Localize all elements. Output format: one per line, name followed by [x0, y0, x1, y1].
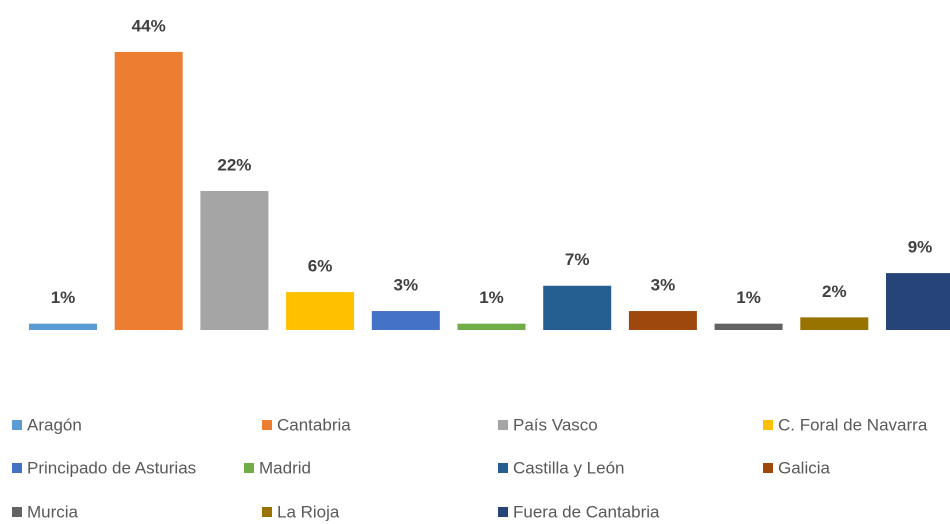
- bar: [628, 311, 697, 330]
- legend-label: País Vasco: [513, 415, 598, 434]
- data-label: 3%: [394, 276, 419, 295]
- data-label: 3%: [651, 276, 676, 295]
- legend-label: Castilla y León: [513, 458, 625, 477]
- legend-label: Galicia: [778, 458, 831, 477]
- data-label: 7%: [565, 250, 590, 269]
- legend-swatch: [498, 463, 508, 473]
- legend-label: Principado de Asturias: [27, 458, 196, 477]
- bar: [457, 323, 526, 330]
- legend-label: Fuera de Cantabria: [513, 502, 660, 521]
- bar: [114, 51, 183, 331]
- legend-swatch: [262, 420, 272, 430]
- data-label: 1%: [479, 288, 504, 307]
- legend-swatch: [763, 463, 773, 473]
- bar: [371, 311, 440, 330]
- legend-swatch: [763, 420, 773, 430]
- legend-label: La Rioja: [277, 502, 340, 521]
- bar: [200, 190, 269, 330]
- bar: [286, 292, 355, 330]
- legend-swatch: [262, 507, 272, 517]
- data-label: 2%: [822, 282, 847, 301]
- legend-label: Aragón: [27, 415, 82, 434]
- legend-label: Cantabria: [277, 415, 351, 434]
- legend-swatch: [498, 420, 508, 430]
- data-label: 9%: [908, 238, 933, 257]
- data-label: 1%: [51, 288, 76, 307]
- bar: [886, 273, 950, 330]
- data-label: 44%: [132, 16, 166, 35]
- legend-swatch: [12, 507, 22, 517]
- legend-label: C. Foral de Navarra: [778, 415, 928, 434]
- legend-label: Murcia: [27, 502, 79, 521]
- bar: [714, 323, 783, 330]
- legend-swatch: [12, 463, 22, 473]
- bar: [800, 317, 869, 330]
- data-label: 22%: [217, 155, 251, 174]
- legend-label: Madrid: [259, 458, 311, 477]
- data-label: 1%: [736, 288, 761, 307]
- data-label: 6%: [308, 257, 333, 276]
- legend-swatch: [498, 507, 508, 517]
- legend-swatch: [244, 463, 254, 473]
- bar: [543, 285, 612, 330]
- legend-swatch: [12, 420, 22, 430]
- bar: [29, 323, 97, 330]
